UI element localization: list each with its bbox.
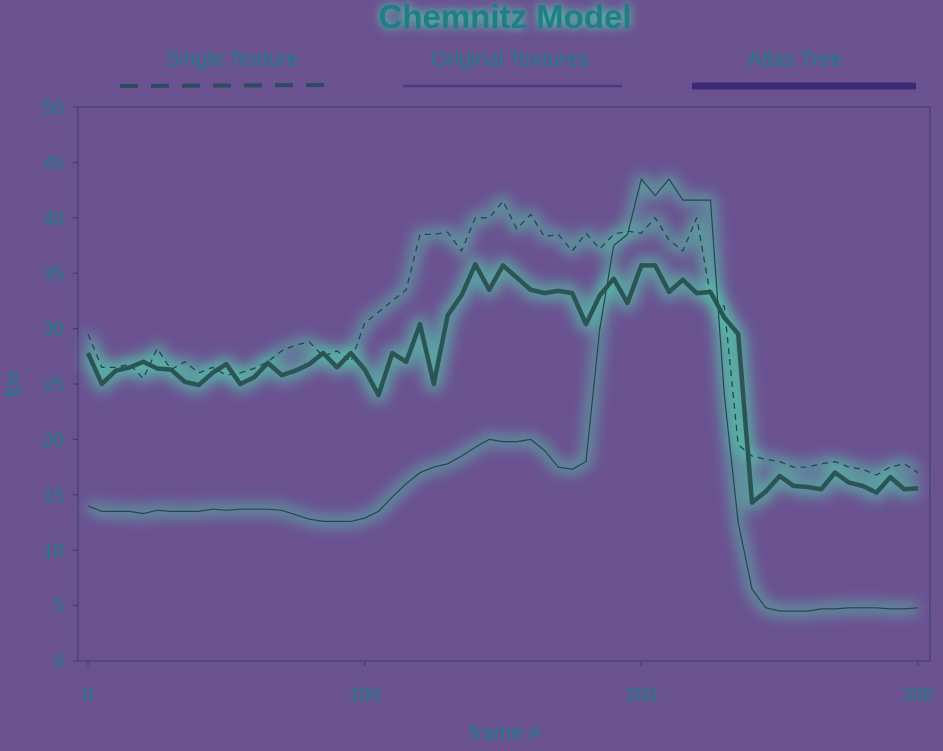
legend: Single Texture Original Textures Atlas T…: [119, 48, 916, 90]
x-tick-label: 300: [902, 685, 934, 706]
series-glow-original-textures: [86, 174, 919, 617]
axes: 0 5 10 15 20 25 30 35 40 45 50 0 100 200 300: [43, 98, 934, 706]
y-tick-label: 5: [53, 597, 64, 618]
y-tick-label: 45: [43, 153, 64, 174]
y-tick-label: 30: [43, 320, 64, 341]
y-tick-label: 15: [43, 486, 64, 507]
series-glow-single-texture: [83, 196, 921, 480]
y-tick-label: 50: [43, 98, 64, 119]
chart-title-glow: Chemnitz Model: [379, 0, 632, 35]
series-line-atlas-tree: [85, 262, 919, 505]
x-tick-label: 100: [349, 685, 381, 706]
legend-swatch-single-texture: [119, 83, 331, 88]
y-tick-label: 0: [53, 652, 64, 673]
legend-label-original-textures: Original Textures: [431, 48, 588, 71]
chart-title: Chemnitz Model: [379, 0, 632, 35]
x-tick-label: 200: [625, 685, 657, 706]
y-tick-label: 40: [43, 209, 64, 230]
y-tick-label: 35: [43, 264, 64, 285]
y-axis-label: fps: [2, 371, 24, 398]
legend-label-single-texture: Single Texture: [166, 48, 299, 71]
y-tick-label: 25: [43, 375, 64, 396]
y-tick-label: 20: [43, 430, 64, 451]
y-tick-label: 10: [43, 541, 64, 562]
series-lines: [85, 178, 919, 612]
x-tick-label: 0: [83, 685, 94, 706]
series-line-original-textures: [87, 178, 919, 612]
series-line-single-texture: [87, 200, 919, 476]
glow-layer: [80, 174, 921, 617]
legend-label-atlas-tree: Atlas Tree: [748, 48, 843, 71]
x-axis-label: frame #: [469, 722, 541, 745]
